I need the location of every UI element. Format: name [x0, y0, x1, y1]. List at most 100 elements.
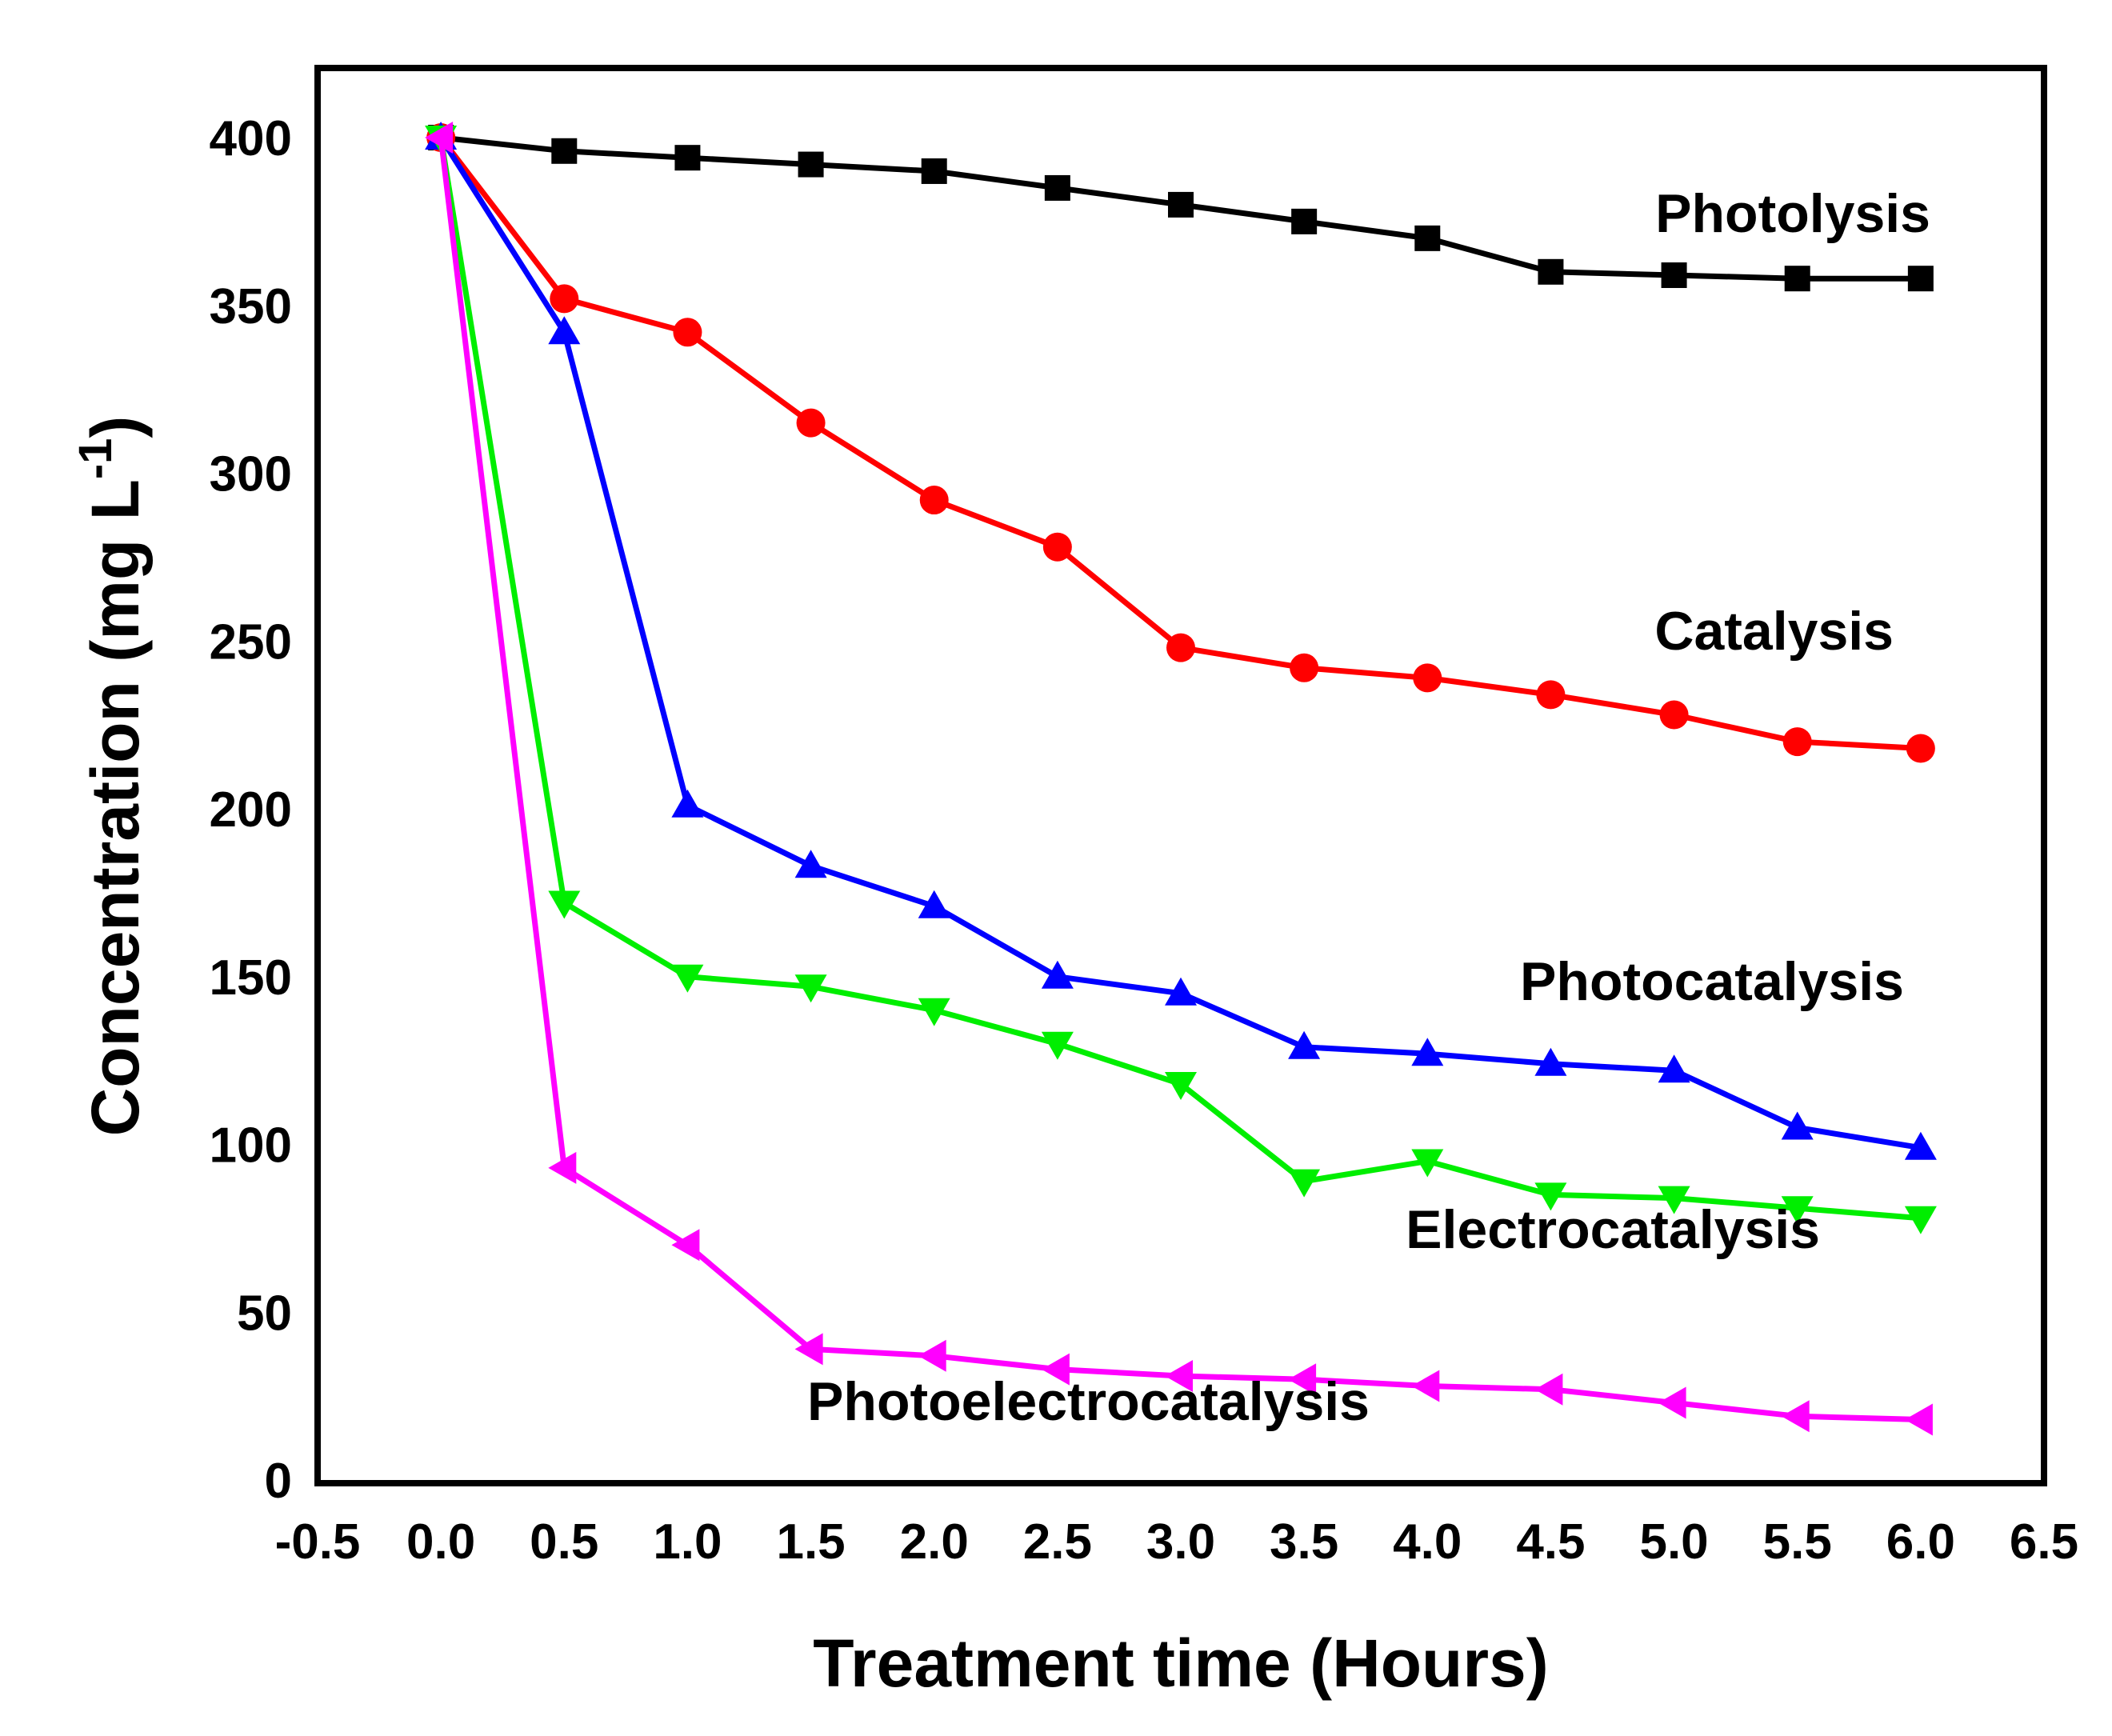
data-point-electrocatalysis-2 — [671, 964, 704, 993]
data-point-photocatalysis-4 — [918, 890, 950, 918]
x-tick-label-3-0: 3.0 — [1146, 1514, 1215, 1570]
data-point-photocatalysis-1 — [548, 316, 581, 345]
data-point-photoelectrocatalysis-2 — [671, 1229, 700, 1262]
data-point-catalysis-6 — [1166, 633, 1195, 662]
series-line-electrocatalysis — [438, 137, 1922, 1222]
data-point-photolysis-9 — [1538, 258, 1564, 285]
data-point-electrocatalysis-8 — [1411, 1149, 1444, 1178]
data-point-electrocatalysis-7 — [1288, 1169, 1321, 1198]
y-tick-label-0: 0 — [265, 1454, 292, 1509]
x-axis-ticks: -0.5 0.0 0.5 1.0 1.5 2.0 2.5 3.0 3.5 4.0 4.5 5.0 5.5… — [275, 1514, 2079, 1570]
data-point-photoelectrocatalysis-4 — [918, 1339, 946, 1372]
y-axis-ticks: 0 50 100 150 200 250 300 350 400 — [210, 111, 292, 1509]
data-point-photolysis-6 — [1168, 191, 1194, 218]
data-point-photoelectrocatalysis-7 — [1288, 1363, 1317, 1396]
data-point-catalysis-12 — [1906, 734, 1935, 763]
data-point-catalysis-4 — [919, 486, 949, 515]
data-point-photolysis-4 — [921, 158, 947, 184]
series-labels: Photolysis Catalysis Photocatalysis Electro… — [807, 183, 1930, 1432]
series-label-electrocatalysis: Electrocatalysis — [1406, 1199, 1820, 1260]
data-point-electrocatalysis-11 — [1781, 1196, 1814, 1225]
series-catalysis — [426, 123, 1935, 763]
data-point-photoelectrocatalysis-0 — [425, 122, 454, 154]
data-point-photoelectrocatalysis-1 — [548, 1151, 577, 1184]
data-point-photoelectrocatalysis-3 — [794, 1333, 823, 1366]
y-tick-label-150: 150 — [210, 950, 292, 1006]
x-tick-label-5-5: 5.5 — [1763, 1514, 1832, 1570]
data-point-photocatalysis-2 — [671, 789, 704, 818]
x-tick-label-3-5: 3.5 — [1270, 1514, 1338, 1570]
data-point-photolysis-10 — [1661, 262, 1687, 288]
data-point-catalysis-7 — [1290, 653, 1319, 682]
data-point-catalysis-2 — [673, 318, 702, 347]
data-point-electrocatalysis-1 — [548, 890, 581, 919]
x-tick-label-2-5: 2.5 — [1023, 1514, 1092, 1570]
data-point-catalysis-3 — [796, 408, 826, 438]
data-point-catalysis-8 — [1413, 663, 1442, 693]
y-axis-title: Concentration (mg L-1) — [70, 416, 153, 1137]
data-point-photocatalysis-11 — [1781, 1111, 1814, 1140]
data-point-photocatalysis-6 — [1165, 977, 1197, 1006]
data-point-photoelectrocatalysis-12 — [1904, 1403, 1933, 1436]
series-label-catalysis: Catalysis — [1654, 601, 1894, 662]
data-point-photolysis-1 — [551, 138, 578, 164]
data-point-photocatalysis-12 — [1904, 1131, 1937, 1160]
data-point-catalysis-10 — [1659, 700, 1689, 730]
series-label-photocatalysis: Photocatalysis — [1520, 951, 1904, 1012]
y-tick-label-400: 400 — [210, 111, 292, 166]
data-point-electrocatalysis-4 — [918, 998, 950, 1026]
data-point-electrocatalysis-6 — [1165, 1072, 1197, 1100]
x-axis-title: Treatment time (Hours) — [813, 1626, 1549, 1701]
y-tick-label-300: 300 — [210, 447, 292, 502]
data-point-photoelectrocatalysis-5 — [1041, 1353, 1070, 1386]
series-label-photolysis: Photolysis — [1655, 183, 1930, 244]
y-axis-title-close: ) — [78, 416, 153, 438]
y-axis-title-main: Concentration (mg L — [78, 479, 153, 1136]
data-point-photolysis-7 — [1291, 208, 1318, 234]
x-tick-label-6-5: 6.5 — [2010, 1514, 2078, 1570]
y-tick-label-100: 100 — [210, 1118, 292, 1174]
data-point-photocatalysis-9 — [1534, 1047, 1567, 1076]
series-electrocatalysis — [425, 126, 1937, 1234]
data-point-photoelectrocatalysis-11 — [1781, 1400, 1810, 1433]
x-tick-label-6-0: 6.0 — [1886, 1514, 1955, 1570]
data-point-photocatalysis-8 — [1411, 1038, 1444, 1066]
data-point-electrocatalysis-5 — [1041, 1031, 1074, 1060]
series-label-photoelectrocatalysis: Photoelectrocatalysis — [807, 1371, 1370, 1432]
data-point-photolysis-5 — [1044, 174, 1070, 201]
y-tick-label-350: 350 — [210, 279, 292, 334]
series-group — [425, 122, 1937, 1436]
x-tick-label-2-0: 2.0 — [900, 1514, 969, 1570]
x-tick-label-0-0: 0.0 — [406, 1514, 475, 1570]
data-point-catalysis-5 — [1042, 532, 1072, 562]
data-point-photocatalysis-3 — [794, 850, 827, 878]
data-point-photocatalysis-5 — [1041, 960, 1074, 989]
data-point-photolysis-11 — [1784, 266, 1810, 292]
x-tick-label-4-5: 4.5 — [1516, 1514, 1585, 1570]
y-tick-label-200: 200 — [210, 782, 292, 838]
data-point-photolysis-2 — [674, 145, 701, 171]
data-point-photoelectrocatalysis-9 — [1534, 1373, 1563, 1406]
data-point-photolysis-8 — [1414, 225, 1441, 251]
data-point-photoelectrocatalysis-8 — [1411, 1370, 1440, 1402]
y-tick-label-250: 250 — [210, 614, 292, 670]
data-point-photolysis-3 — [798, 151, 824, 178]
data-point-catalysis-9 — [1536, 680, 1566, 710]
x-tick-label-4-0: 4.0 — [1393, 1514, 1462, 1570]
data-point-electrocatalysis-3 — [794, 974, 827, 1003]
x-tick-label-5-0: 5.0 — [1639, 1514, 1708, 1570]
x-tick-label-1-5: 1.5 — [776, 1514, 845, 1570]
data-point-electrocatalysis-9 — [1534, 1182, 1567, 1211]
series-photoelectrocatalysis — [425, 122, 1933, 1436]
x-tick-label-0-5: -0.5 — [275, 1514, 361, 1570]
data-point-photoelectrocatalysis-6 — [1165, 1360, 1193, 1392]
x-tick-label-1-0: 1.0 — [653, 1514, 722, 1570]
x-tick-label-0-5: 0.5 — [530, 1514, 598, 1570]
data-point-catalysis-11 — [1782, 727, 1812, 757]
data-point-photolysis-12 — [1907, 266, 1934, 292]
y-axis-title-superscript: -1 — [70, 438, 122, 480]
data-point-electrocatalysis-12 — [1904, 1206, 1937, 1234]
data-point-photoelectrocatalysis-10 — [1658, 1386, 1686, 1419]
y-tick-label-50: 50 — [237, 1286, 292, 1341]
